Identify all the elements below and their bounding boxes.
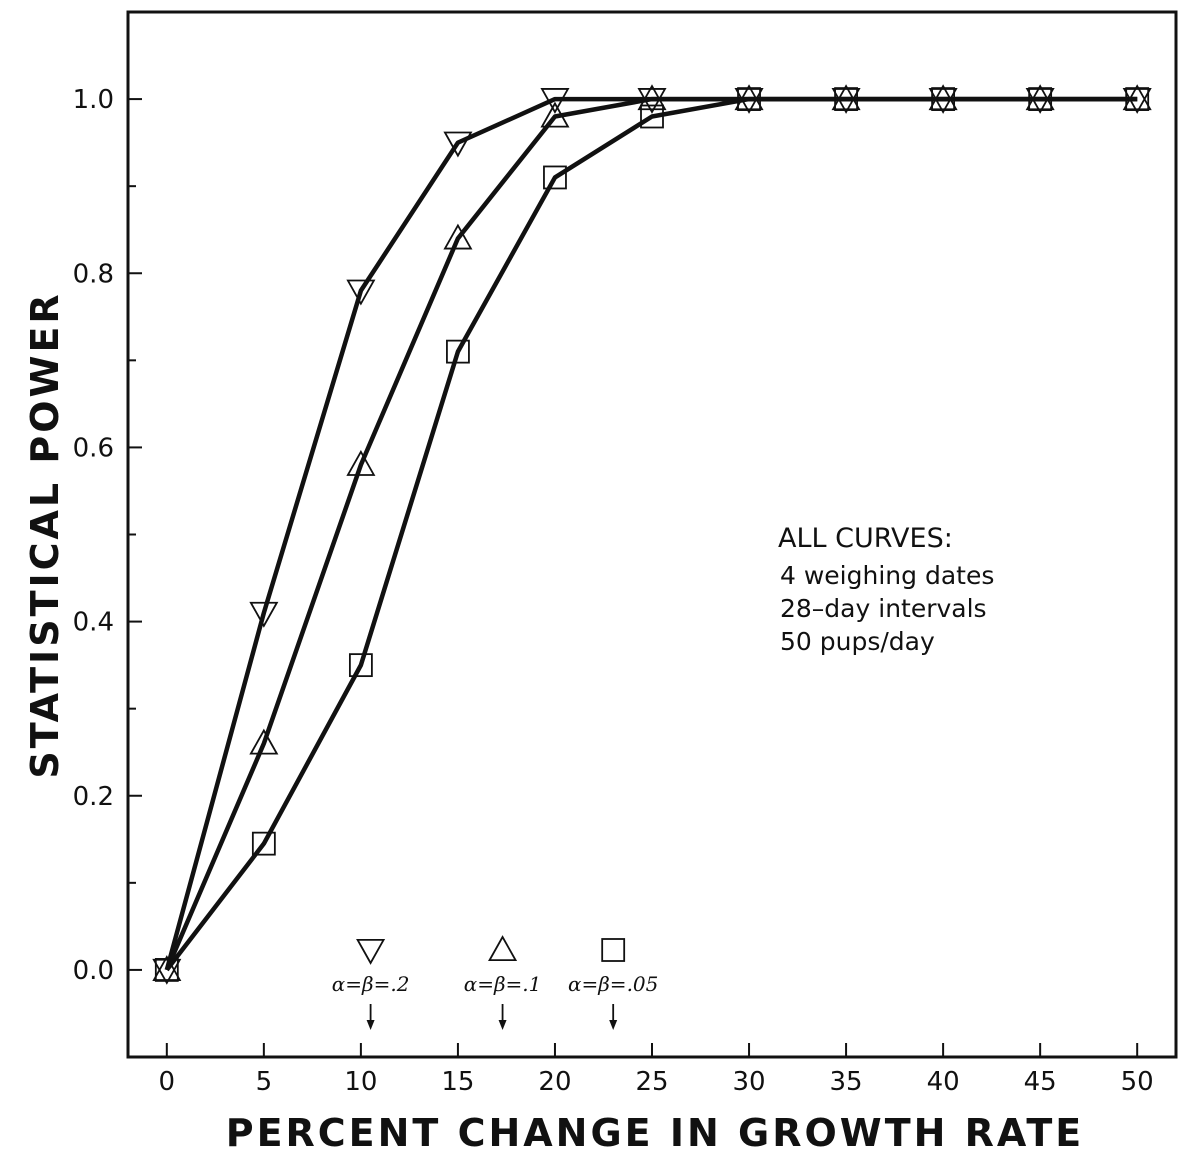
data-point-square: [737, 87, 761, 111]
data-point-square: [154, 958, 179, 982]
note-line-weighing-dates: 4 weighing dates: [780, 561, 994, 590]
data-point-triangle-up: [249, 728, 279, 755]
y-axis-title: STATISTICAL POWER: [23, 291, 67, 778]
data-point-square: [348, 653, 373, 678]
data-point-square: [543, 165, 567, 190]
data-point-square: [834, 87, 858, 111]
data-point-triangle-up: [346, 449, 376, 476]
data-point-triangle-up: [443, 223, 473, 250]
legend-marker-triangle-down: [356, 938, 386, 965]
data-point-triangle-up: [540, 101, 570, 128]
data-point-square: [931, 87, 956, 111]
y-tick-label: 1.0: [73, 85, 114, 115]
alpha-beta-label: α=β=.1: [464, 972, 542, 996]
y-axis-ticks: 0.0 0.2 0.4 0.6 0.8 1.0: [73, 11, 142, 1058]
y-tick-label: 0.6: [73, 433, 114, 463]
y-tick-label: 0.4: [73, 608, 114, 638]
data-point-triangle-down: [637, 88, 667, 114]
x-tick-label: 50: [1121, 1067, 1154, 1097]
x-tick-label: 5: [256, 1067, 273, 1097]
alpha-beta-annotations: α=β=.2 α=β=.1 α=β=.05: [332, 935, 658, 1030]
x-tick-label: 30: [732, 1067, 765, 1097]
note-line-pups: 50 pups/day: [780, 627, 935, 656]
arrow-head: [366, 1020, 375, 1030]
series-lines: [164, 96, 1138, 972]
legend-marker-triangle-up: [488, 935, 518, 962]
x-tick-label: 40: [927, 1067, 960, 1097]
y-tick-label: 0.2: [73, 782, 114, 812]
data-point-square: [640, 104, 664, 129]
data-point-square: [1125, 87, 1150, 111]
series-line-triangle-up: [164, 96, 1138, 971]
y-tick-label: 0.0: [73, 956, 114, 986]
x-tick-label: 20: [538, 1067, 571, 1097]
arrow-head: [609, 1020, 618, 1030]
note-line-intervals: 28–day intervals: [780, 594, 987, 623]
series-line-square: [165, 96, 1138, 972]
data-point-triangle-down: [443, 131, 473, 158]
data-point-triangle-down: [346, 279, 376, 306]
data-point-square: [251, 831, 276, 856]
data-point-triangle-up: [637, 84, 667, 111]
note-heading: ALL CURVES:: [778, 523, 953, 554]
alpha-beta-label: α=β=.05: [568, 972, 658, 996]
all-curves-note: ALL CURVES: 4 weighing dates 28–day inte…: [778, 523, 994, 656]
series-line-triangle-down: [164, 96, 1138, 971]
x-axis-ticks: 0 5 10 15 20 25 30 35 40 45 50: [159, 1043, 1154, 1097]
x-tick-label: 10: [344, 1067, 377, 1097]
x-axis-title: PERCENT CHANGE IN GROWTH RATE: [226, 1111, 1085, 1155]
data-point-triangle-down: [249, 601, 279, 628]
x-tick-label: 25: [635, 1067, 668, 1097]
legend-marker-square: [601, 938, 626, 962]
series-markers: [152, 84, 1152, 985]
x-tick-label: 15: [441, 1067, 474, 1097]
y-tick-label: 0.8: [73, 259, 114, 289]
data-point-square: [446, 339, 470, 364]
x-tick-label: 45: [1024, 1067, 1057, 1097]
x-tick-label: 35: [830, 1067, 863, 1097]
arrow-head: [498, 1020, 507, 1030]
data-point-square: [1028, 87, 1053, 111]
x-tick-label: 0: [159, 1067, 176, 1097]
data-point-triangle-down: [540, 88, 570, 114]
alpha-beta-label: α=β=.2: [332, 972, 410, 996]
